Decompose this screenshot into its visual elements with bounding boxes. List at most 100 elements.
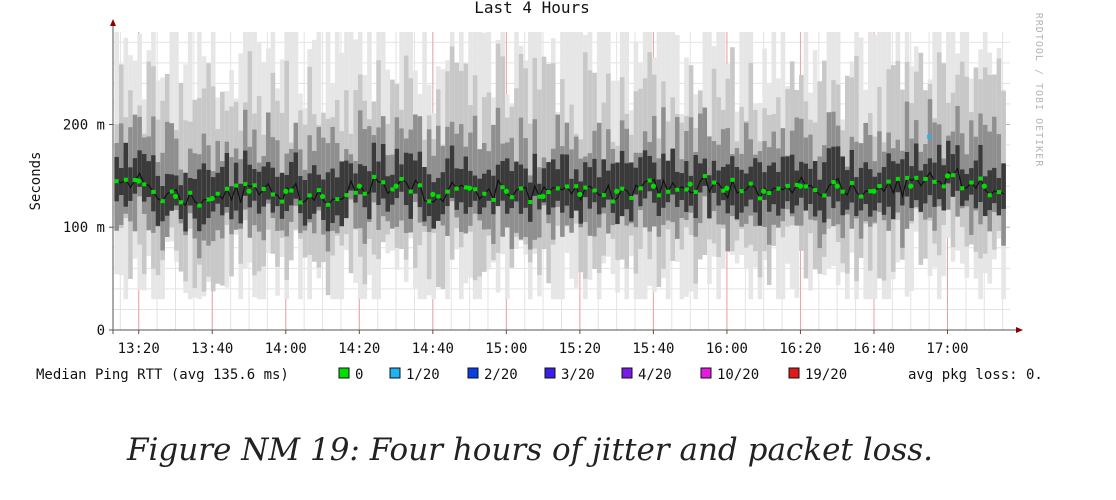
smoke-band [546,162,551,215]
smoke-band [822,162,827,223]
median-point [252,183,257,188]
median-point [620,186,625,191]
smoke-band [390,79,395,227]
smoke-band [293,152,299,199]
median-point [427,199,432,204]
smoke-band [890,161,896,220]
smoke-band [927,158,933,196]
data-point [834,183,840,189]
smoke-band [132,158,138,194]
smoke-band [500,161,505,201]
smoke-band [849,149,855,203]
smoke-band [279,172,285,219]
median-point [500,185,505,190]
median-point [270,192,275,197]
data-point [797,183,804,189]
median-point [978,176,983,181]
median-point [712,180,717,185]
smoke-band [339,161,345,227]
median-point [776,186,781,191]
median-point [923,176,928,181]
median-point [546,190,551,195]
smoke-band-layer [114,32,1006,300]
smoke-band [587,70,593,234]
smoke-band [123,142,129,207]
smoke-band [477,178,483,215]
smoke-band [743,122,749,224]
median-point [951,173,956,178]
smoke-band [794,170,800,206]
smoke-band [206,169,211,219]
smoke-band [353,173,358,203]
data-point [319,193,326,200]
smoke-band [141,153,147,202]
smoke-band [711,160,717,193]
median-point [702,174,707,179]
smoke-band [118,168,124,196]
median-point [941,184,946,189]
smoke-band [155,175,161,226]
median-point [482,191,487,196]
smoke-band [413,114,418,202]
data-point [614,188,620,194]
median-point [445,189,450,194]
smoke-band [596,177,602,215]
legend-label: 1/20 [406,367,440,383]
median-point [960,186,965,191]
smoke-band [495,107,501,201]
smoke-band [348,163,354,191]
median-point [969,180,974,185]
smoke-band [826,148,832,197]
median-point [721,188,726,193]
x-tick-label: 13:40 [191,341,233,357]
smoke-band [560,154,565,213]
smoke-band [762,172,767,200]
y-tick-label: 0 [97,323,105,339]
smoke-band [164,173,170,216]
median-point [684,187,689,192]
loss-point [927,134,932,139]
median-point [142,182,147,187]
smoke-band [656,179,662,217]
median-point [932,179,937,184]
median-point [886,179,891,184]
smoke-band [665,160,671,203]
smoke-band [224,152,230,208]
median-point [436,194,441,199]
smoke-band [151,155,156,212]
smoke-band [288,161,294,206]
smoke-band [688,117,694,213]
figure-caption: Figure NM 19: Four hours of jitter and p… [127,432,933,468]
x-tick-label: 13:20 [118,341,160,357]
median-point [509,195,514,200]
median-point [316,188,321,193]
smoke-band [486,169,492,201]
median-point [803,184,808,189]
median-point [390,187,395,192]
median-point [408,189,413,194]
smoke-band [858,37,864,248]
data-point [981,183,987,189]
smoke-band [693,155,698,219]
smoke-band [610,163,616,213]
smoke-band [417,151,423,208]
series-layer [114,134,1004,208]
data-point [724,185,730,191]
median-point [905,175,910,180]
smoke-band [357,164,363,195]
smoke-band [992,167,997,204]
data-point [246,188,252,194]
smoke-band [362,165,368,208]
legend-label: 4/20 [638,367,672,383]
legend-item: 10/20 [700,367,759,383]
smoke-band [771,162,777,205]
x-tick-label: 17:00 [926,341,968,357]
data-point [871,188,877,194]
median-point [353,190,358,195]
smoke-band [877,131,882,212]
median-point [362,191,367,196]
smoke-band [550,159,556,208]
median-point [555,186,560,191]
median-point [344,193,349,198]
median-point [123,177,128,182]
